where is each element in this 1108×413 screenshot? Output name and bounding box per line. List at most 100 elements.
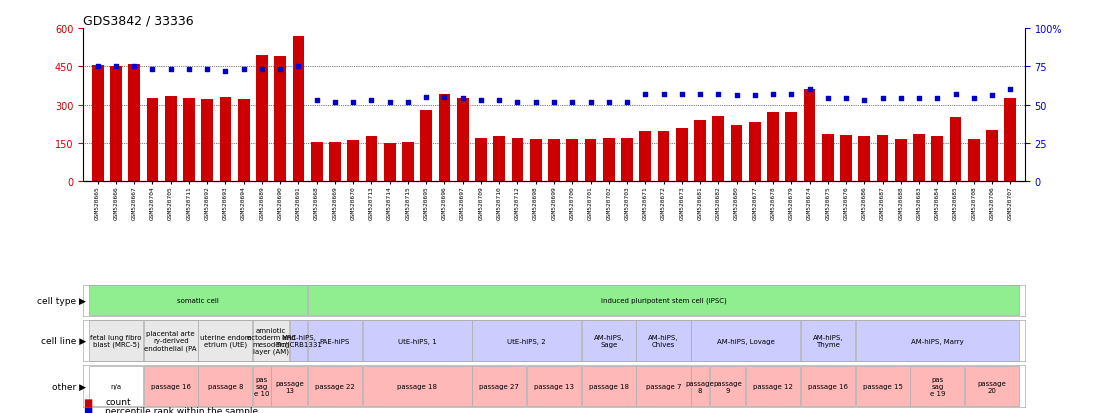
Point xyxy=(782,91,800,98)
Bar xyxy=(308,366,362,406)
Bar xyxy=(636,320,690,361)
Point xyxy=(728,93,746,100)
Point xyxy=(308,97,326,104)
Bar xyxy=(801,320,854,361)
Bar xyxy=(950,118,962,182)
Bar xyxy=(855,320,1019,361)
Text: ■: ■ xyxy=(83,405,92,413)
Point xyxy=(819,96,837,102)
Point xyxy=(527,99,545,106)
Bar xyxy=(420,110,432,182)
Bar xyxy=(855,366,910,406)
Bar xyxy=(493,137,505,182)
Point xyxy=(198,67,216,74)
Text: MRC-hiPS,
Tic(JCRB1331: MRC-hiPS, Tic(JCRB1331 xyxy=(275,334,322,347)
Bar xyxy=(383,143,396,182)
Bar xyxy=(548,140,560,182)
Bar xyxy=(289,320,307,361)
Bar xyxy=(657,132,669,182)
Bar xyxy=(694,121,706,182)
Bar xyxy=(89,285,307,316)
Bar xyxy=(636,366,690,406)
Text: AM-hiPS,
Thyme: AM-hiPS, Thyme xyxy=(812,334,843,347)
Bar xyxy=(512,138,523,182)
Text: passage
20: passage 20 xyxy=(977,380,1006,393)
Point xyxy=(435,94,453,101)
Point xyxy=(563,99,581,106)
Bar xyxy=(329,142,341,182)
Point xyxy=(746,93,763,100)
Text: AM-hiPS, Marry: AM-hiPS, Marry xyxy=(911,338,964,344)
Point xyxy=(326,99,343,106)
Bar xyxy=(198,366,253,406)
Text: passage
9: passage 9 xyxy=(714,380,741,393)
Text: cell line ▶: cell line ▶ xyxy=(41,336,85,345)
Bar xyxy=(730,126,742,182)
Bar xyxy=(310,142,322,182)
Text: passage 7: passage 7 xyxy=(646,383,681,389)
Point xyxy=(418,94,435,101)
Point xyxy=(709,91,727,98)
Point xyxy=(618,99,636,106)
Text: count: count xyxy=(105,397,131,406)
Bar xyxy=(603,138,615,182)
Bar xyxy=(709,366,746,406)
Point xyxy=(235,67,253,74)
Bar xyxy=(767,113,779,182)
Bar xyxy=(691,366,709,406)
Text: passage 27: passage 27 xyxy=(480,383,520,389)
Bar xyxy=(913,135,925,182)
Point xyxy=(362,97,380,104)
Text: amniotic
ectoderm and
mesoderm
layer (AM): amniotic ectoderm and mesoderm layer (AM… xyxy=(247,327,296,354)
Bar xyxy=(749,123,761,182)
Point xyxy=(125,64,143,70)
Bar xyxy=(89,320,143,361)
Text: placental arte
ry-derived
endothelial (PA: placental arte ry-derived endothelial (P… xyxy=(144,330,197,351)
Bar xyxy=(146,99,158,182)
Bar xyxy=(219,97,232,182)
Bar xyxy=(895,140,906,182)
Point xyxy=(345,99,362,106)
Text: UtE-hiPS, 1: UtE-hiPS, 1 xyxy=(398,338,437,344)
Text: other ▶: other ▶ xyxy=(52,382,85,391)
Text: passage 16: passage 16 xyxy=(808,383,848,389)
Point xyxy=(1002,87,1019,93)
Bar xyxy=(275,57,286,182)
Text: passage 12: passage 12 xyxy=(753,383,793,389)
Text: pas
sag
e 19: pas sag e 19 xyxy=(930,376,945,396)
Text: passage
8: passage 8 xyxy=(686,380,715,393)
Bar xyxy=(968,140,979,182)
Bar xyxy=(746,366,800,406)
Bar xyxy=(439,95,451,182)
Bar xyxy=(527,366,581,406)
Bar xyxy=(803,90,815,182)
Bar xyxy=(308,285,1019,316)
Point xyxy=(472,97,490,104)
Point xyxy=(965,96,983,102)
Text: percentile rank within the sample: percentile rank within the sample xyxy=(105,406,258,413)
Bar xyxy=(238,100,249,182)
Bar xyxy=(965,366,1019,406)
Text: passage 22: passage 22 xyxy=(315,383,355,389)
Point xyxy=(673,91,690,98)
Bar xyxy=(293,36,305,182)
Point xyxy=(855,97,873,104)
Text: uterine endom
etrium (UtE): uterine endom etrium (UtE) xyxy=(199,334,252,347)
Bar xyxy=(110,67,122,182)
Text: GDS3842 / 33336: GDS3842 / 33336 xyxy=(83,15,194,28)
Text: ■: ■ xyxy=(83,397,92,407)
Point xyxy=(838,96,855,102)
Bar xyxy=(986,131,998,182)
Bar xyxy=(347,141,359,182)
Point xyxy=(271,67,289,74)
Point xyxy=(929,96,946,102)
Point xyxy=(144,67,162,74)
Text: passage 18: passage 18 xyxy=(588,383,628,389)
Bar xyxy=(932,137,943,182)
Point xyxy=(454,96,472,102)
Bar xyxy=(1004,99,1016,182)
Bar xyxy=(144,366,197,406)
Bar xyxy=(402,142,414,182)
Bar xyxy=(475,138,486,182)
Point xyxy=(765,91,782,98)
